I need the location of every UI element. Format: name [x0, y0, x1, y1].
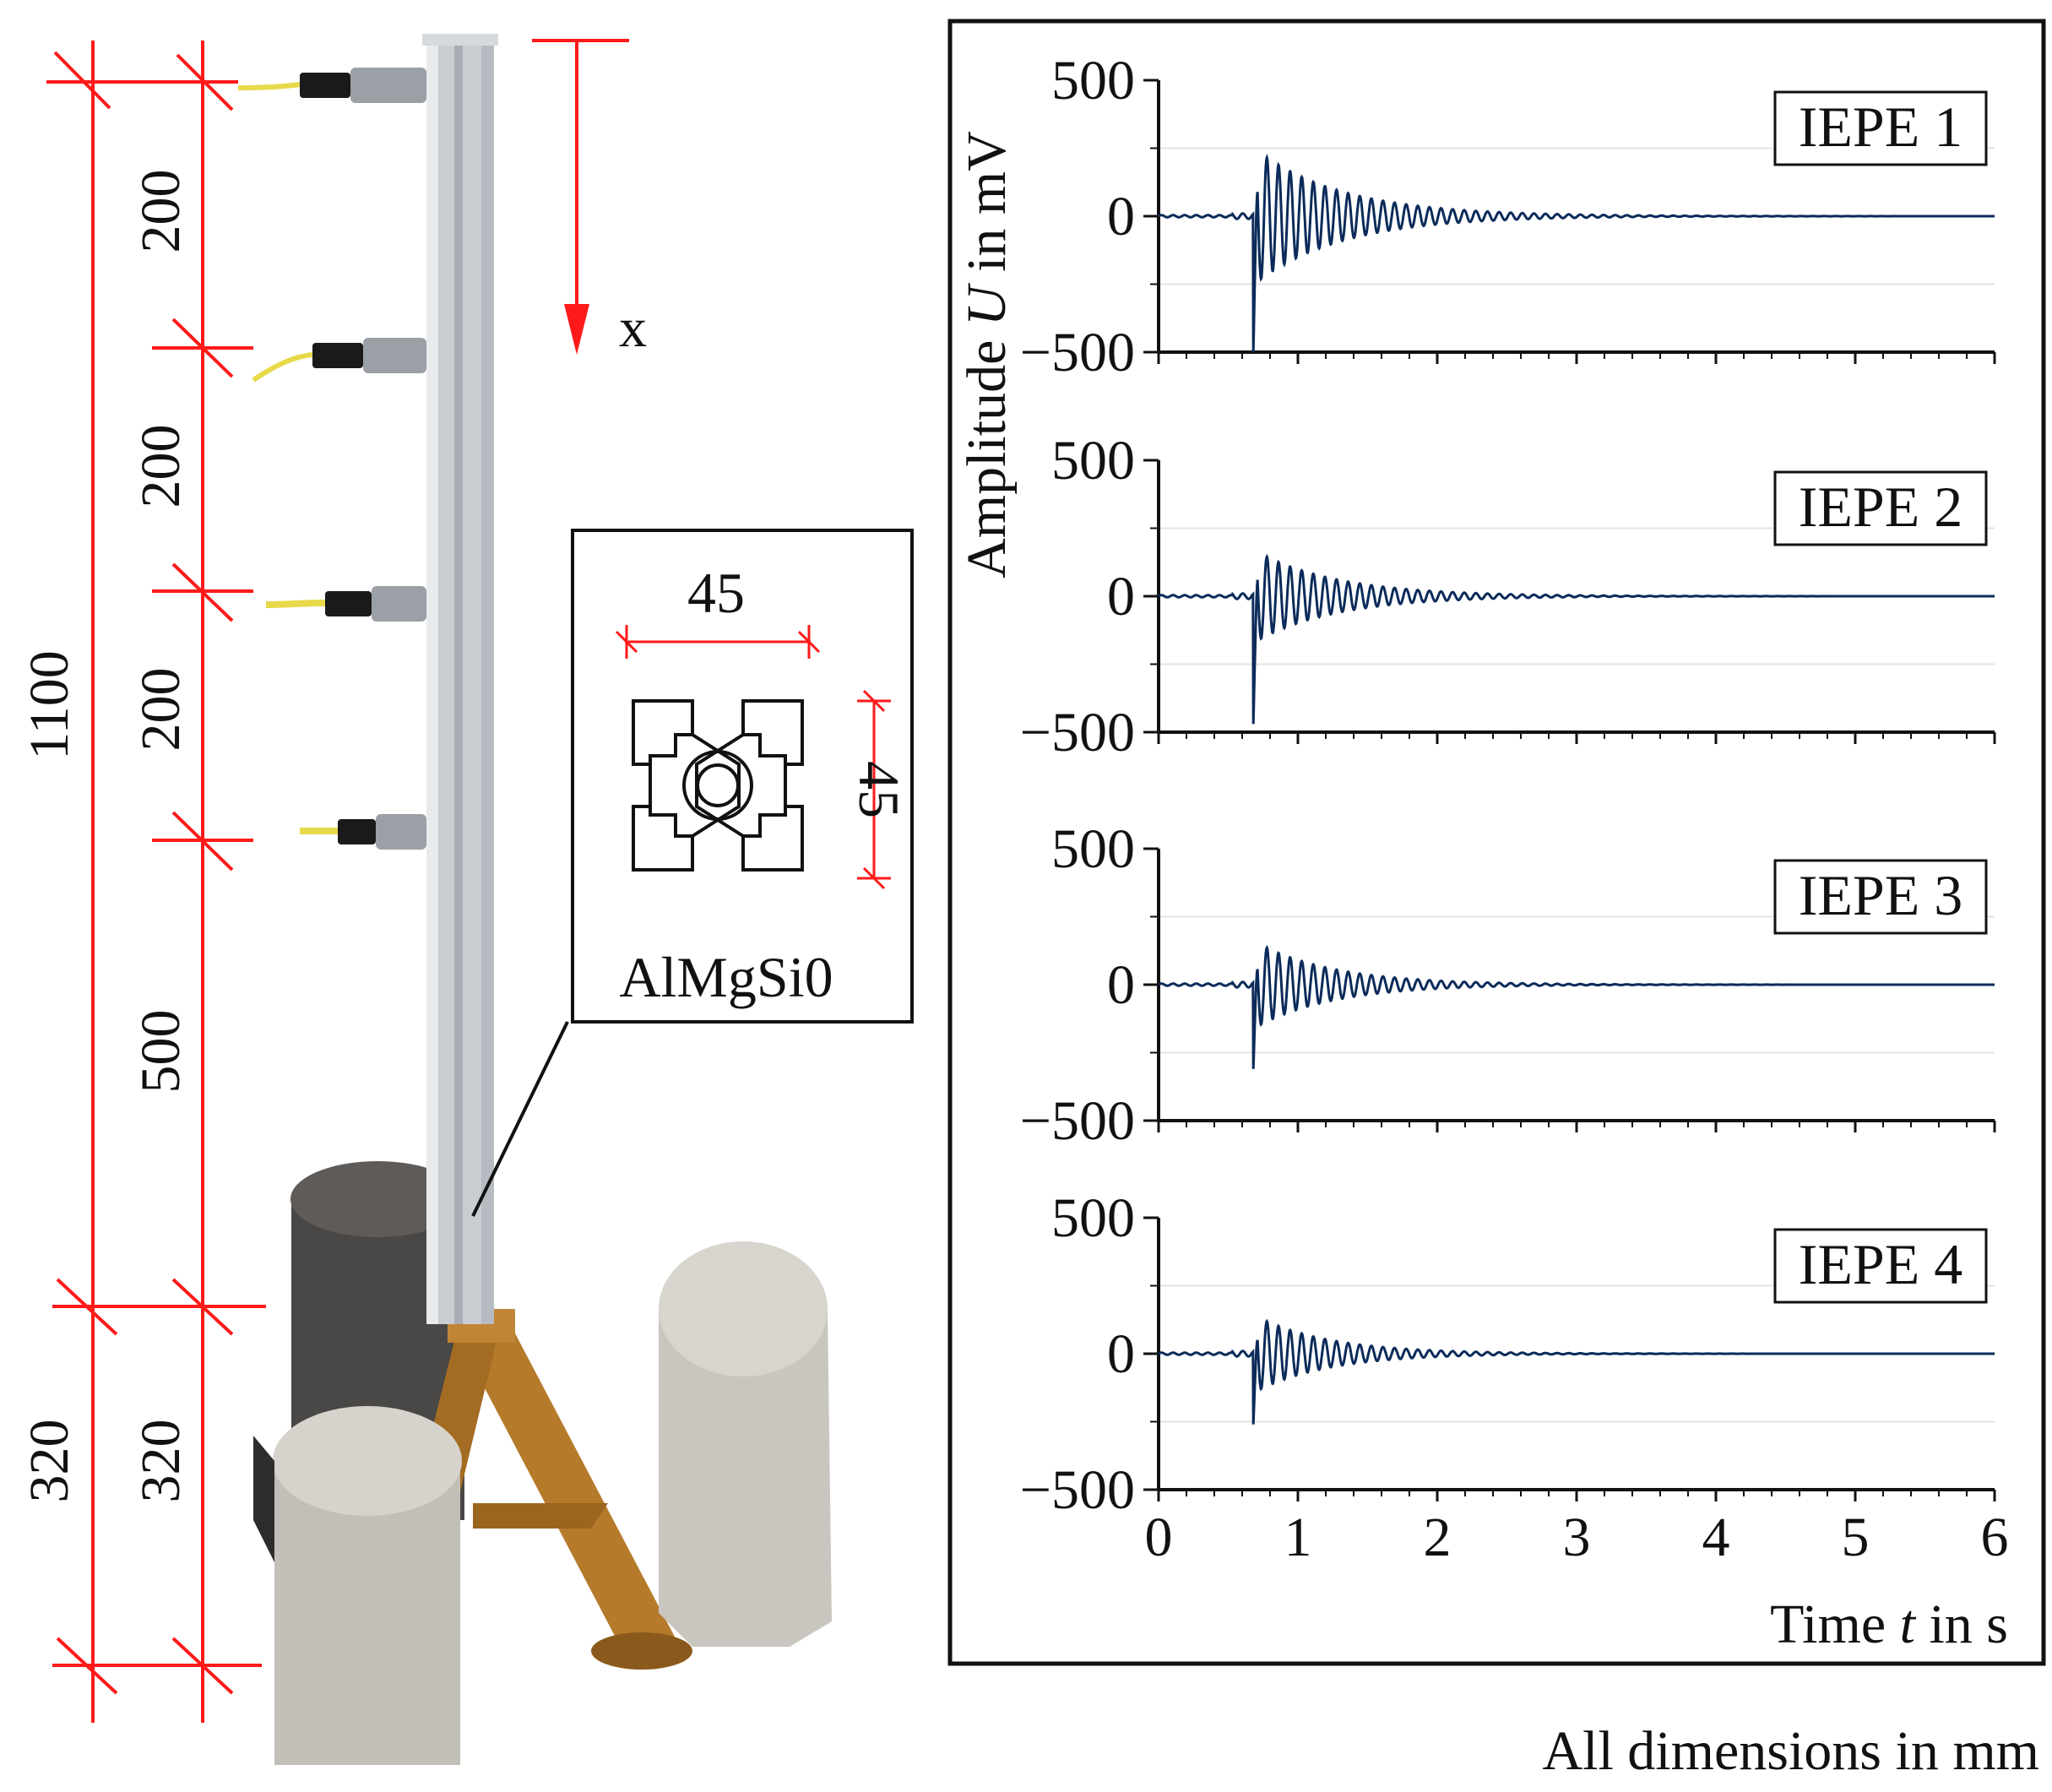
sensor-4 — [299, 814, 426, 850]
x-tick-label: 6 — [1981, 1507, 2009, 1568]
signal-line — [1158, 1318, 1995, 1425]
y-tick-label: −500 — [1020, 1459, 1135, 1521]
dimension-segment-4: 500 — [130, 1010, 192, 1094]
signal-panel-1: 500 0 −500 IEPE 1 — [1020, 50, 1996, 383]
inset-material-label: AlMgSi0 — [619, 945, 833, 1009]
x-axis-label-suffix: in s — [1915, 1594, 2008, 1655]
cross-section-inset: 45 45 AlMgSi0 — [571, 529, 914, 1024]
dimension-segment-5: 320 — [130, 1420, 192, 1503]
series-label: IEPE 2 — [1799, 475, 1963, 539]
y-tick-label: 500 — [1051, 1187, 1135, 1249]
signal-panel-4: 500 0 −500 IEPE 4 — [1020, 1187, 1996, 1521]
x-axis-label-variable: t — [1900, 1594, 1917, 1655]
y-tick-label: −500 — [1020, 702, 1135, 763]
signal-line — [1158, 944, 1995, 1069]
signal-panel-3: 500 0 −500 IEPE 3 — [1020, 818, 1996, 1152]
y-axis-label-prefix: Amplitude — [956, 326, 1018, 578]
y-tick-label: 500 — [1051, 430, 1135, 491]
aluminium-profile-beam — [422, 34, 498, 1324]
y-tick-label: −500 — [1020, 322, 1135, 383]
x-tick-label: 4 — [1702, 1507, 1730, 1568]
y-tick-label: 0 — [1107, 954, 1135, 1016]
series-label-box — [1773, 859, 1988, 935]
dimension-1100: 1100 — [19, 650, 80, 760]
footnote: All dimensions in mm — [1542, 1720, 2039, 1782]
series-label: IEPE 1 — [1799, 95, 1963, 159]
experimental-setup-photo: x 1100 320 200 200 — [19, 34, 832, 1765]
dimension-segment-2: 200 — [130, 425, 192, 508]
x-tick-label: 2 — [1424, 1507, 1452, 1568]
series-label-box — [1773, 470, 1988, 546]
x-axis-label: Time t in s — [1770, 1594, 2008, 1655]
y-axis-label-variable: U — [956, 282, 1018, 326]
y-axis-label-suffix: in mV — [956, 131, 1018, 285]
y-tick-label: 0 — [1107, 566, 1135, 627]
series-label: IEPE 4 — [1799, 1232, 1963, 1296]
dimension-segment-3: 200 — [130, 668, 192, 752]
signal-line — [1158, 553, 1995, 725]
profile-cross-section-drawing — [632, 699, 804, 872]
series-label-box — [1773, 90, 1988, 166]
y-tick-label: 500 — [1051, 818, 1135, 880]
x-direction-arrow: x — [532, 39, 647, 359]
y-axis-label: Amplitude U in mV — [956, 131, 1018, 578]
y-tick-label: 500 — [1051, 50, 1135, 111]
y-tick-label: 0 — [1107, 186, 1135, 247]
dimension-line-inner: 200 200 200 500 320 — [130, 41, 253, 1723]
sensor-2 — [252, 338, 426, 383]
sensor-3 — [265, 586, 426, 622]
series-label-box — [1773, 1228, 1988, 1304]
x-tick-label: 0 — [1145, 1507, 1173, 1568]
sensor-1 — [237, 68, 426, 103]
x-tick-label: 1 — [1284, 1507, 1312, 1568]
x-direction-label: x — [619, 297, 647, 359]
x-tick-label: 3 — [1563, 1507, 1591, 1568]
x-tick-label: 5 — [1842, 1507, 1870, 1568]
y-tick-label: −500 — [1020, 1090, 1135, 1152]
signal-panel-2: 500 0 −500 IEPE 2 — [1020, 430, 1996, 763]
series-label: IEPE 3 — [1799, 863, 1963, 927]
concrete-weight-front — [253, 1406, 462, 1765]
concrete-weight-right — [659, 1241, 832, 1647]
x-axis-label-prefix: Time — [1770, 1594, 1899, 1655]
inset-callout-line — [471, 1021, 569, 1217]
dimension-outer-320: 320 — [19, 1420, 80, 1503]
inset-width-label: 45 — [687, 561, 745, 625]
y-tick-label: 0 — [1107, 1323, 1135, 1385]
dimension-segment-1: 200 — [130, 170, 192, 253]
inset-height-label: 45 — [847, 761, 911, 818]
signal-line — [1158, 153, 1995, 353]
